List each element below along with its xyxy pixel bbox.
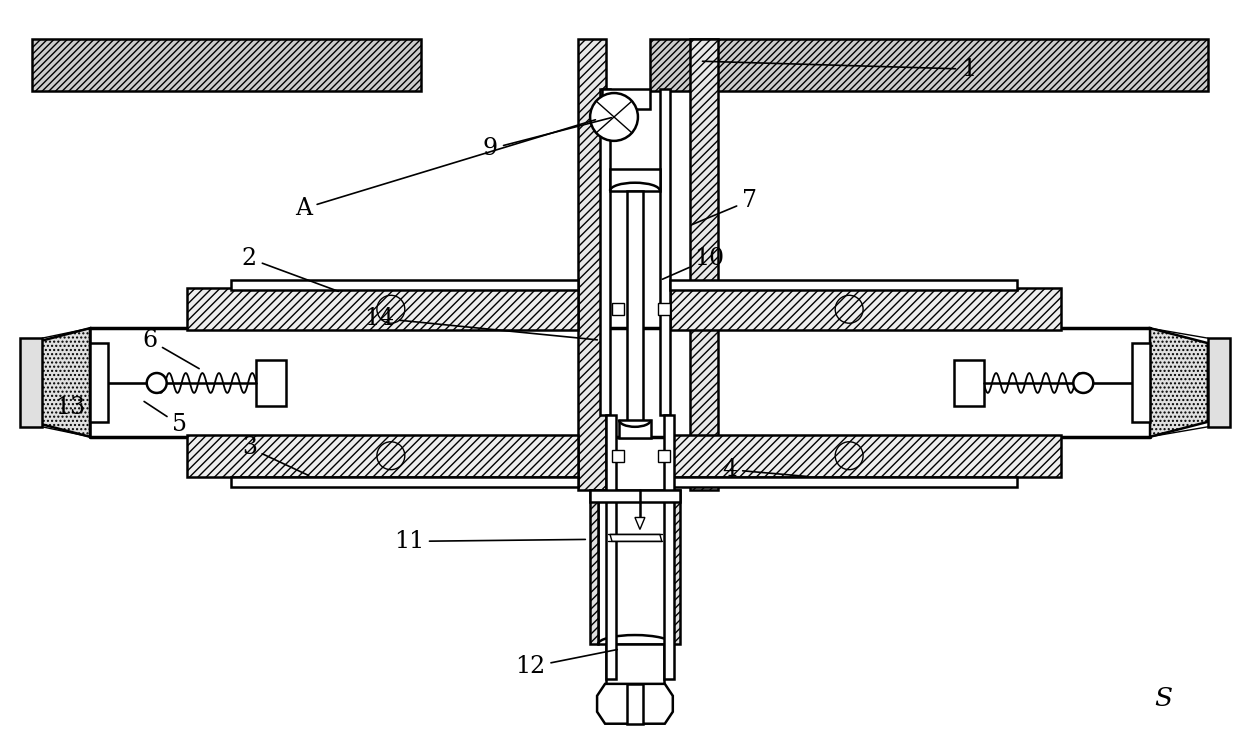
Text: 10: 10 <box>662 247 724 279</box>
Bar <box>658 449 670 461</box>
Circle shape <box>146 373 166 393</box>
Bar <box>1132 343 1149 421</box>
Bar <box>578 39 606 489</box>
Bar <box>257 360 286 406</box>
Text: 14: 14 <box>363 307 598 340</box>
Polygon shape <box>635 517 645 529</box>
Bar <box>590 489 680 501</box>
Bar <box>613 449 624 461</box>
Polygon shape <box>610 535 662 541</box>
Text: 2: 2 <box>242 247 339 291</box>
Bar <box>663 415 673 679</box>
Text: A: A <box>295 120 595 220</box>
Bar <box>232 280 578 290</box>
Text: 3: 3 <box>242 437 309 476</box>
Bar <box>670 435 1061 477</box>
Bar <box>627 191 642 425</box>
Circle shape <box>590 93 637 141</box>
Bar <box>627 684 642 724</box>
Bar <box>672 489 680 644</box>
Bar <box>1208 338 1230 427</box>
Text: 12: 12 <box>515 649 618 679</box>
Bar <box>610 169 660 191</box>
Text: 5: 5 <box>144 401 187 437</box>
Bar <box>650 39 1208 91</box>
Bar <box>658 303 670 315</box>
Text: 7: 7 <box>692 189 758 225</box>
Text: 11: 11 <box>393 530 585 553</box>
Bar <box>606 415 616 679</box>
Bar <box>689 39 718 489</box>
Text: 9: 9 <box>482 118 611 161</box>
Bar <box>606 644 663 684</box>
Bar <box>91 343 108 421</box>
Bar <box>32 39 420 91</box>
Bar <box>670 288 1061 330</box>
Bar <box>598 489 672 644</box>
Bar <box>954 360 983 406</box>
Bar <box>670 477 1017 486</box>
Text: 4: 4 <box>722 458 806 481</box>
Polygon shape <box>32 328 91 437</box>
Text: S: S <box>1154 686 1172 711</box>
Bar <box>186 435 578 477</box>
Bar <box>20 338 42 427</box>
Circle shape <box>1074 373 1094 393</box>
Text: 6: 6 <box>143 329 200 369</box>
Text: 1: 1 <box>703 57 976 81</box>
Text: 13: 13 <box>55 397 86 419</box>
Bar <box>670 280 1017 290</box>
Bar <box>186 288 578 330</box>
Bar <box>619 420 651 438</box>
Bar <box>590 489 598 644</box>
Polygon shape <box>598 684 673 724</box>
Bar <box>613 303 624 315</box>
Bar <box>603 89 650 109</box>
Bar <box>660 89 670 415</box>
Bar <box>600 89 610 415</box>
Bar <box>232 477 578 486</box>
Polygon shape <box>1149 328 1208 437</box>
